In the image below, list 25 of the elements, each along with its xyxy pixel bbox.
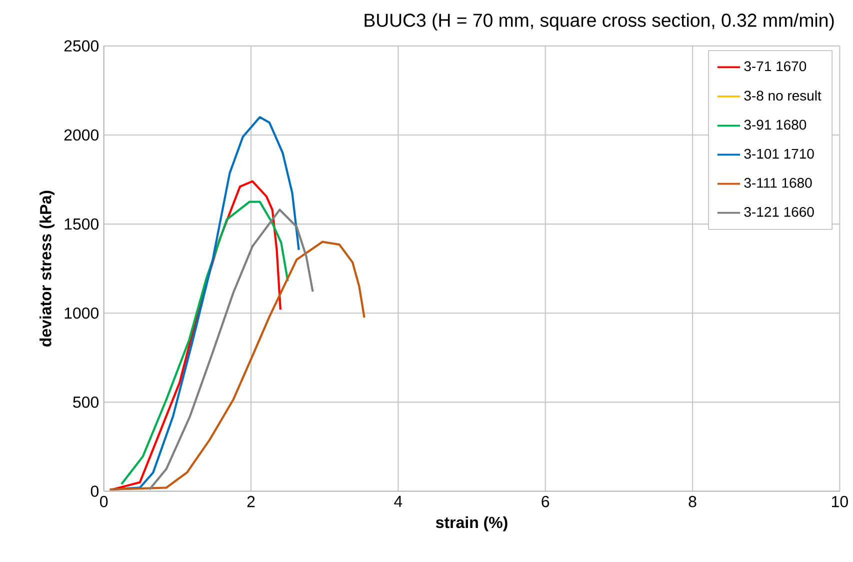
- x-tick-label: 8: [688, 496, 696, 508]
- line-series: [148, 208, 314, 490]
- legend-label: 3-8 no result: [744, 90, 822, 101]
- y-axis-title: deviator stress (kPa): [40, 190, 54, 346]
- x-tick-label: 10: [832, 496, 848, 508]
- y-tick-label: 1000: [64, 307, 99, 319]
- x-tick-label: 6: [542, 496, 550, 508]
- legend-label: 3-71 1670: [744, 61, 806, 72]
- line-series: [112, 180, 282, 490]
- chart-title: BUUC3 (H = 70 mm, square cross section, 0.32 mm/min): [364, 13, 834, 31]
- x-tick-label: 0: [100, 496, 108, 508]
- line-series: [120, 200, 289, 486]
- legend-label: 3-91 1680: [744, 120, 806, 130]
- y-tick-label: 2500: [64, 40, 99, 52]
- legend-label: 3-121 1660: [744, 206, 814, 217]
- y-tick-label: 0: [90, 486, 99, 497]
- y-tick-label: 2000: [64, 129, 99, 141]
- x-tick-label: 2: [247, 496, 255, 508]
- y-tick-label: 1500: [64, 218, 99, 230]
- y-tick-label: 500: [73, 396, 99, 408]
- x-tick-label: 4: [394, 496, 402, 507]
- x-axis-title: strain (%): [436, 516, 508, 532]
- legend-label: 3-111 1680: [744, 178, 812, 188]
- line-series: [108, 240, 366, 490]
- legend-label: 3-101 1710: [744, 148, 814, 159]
